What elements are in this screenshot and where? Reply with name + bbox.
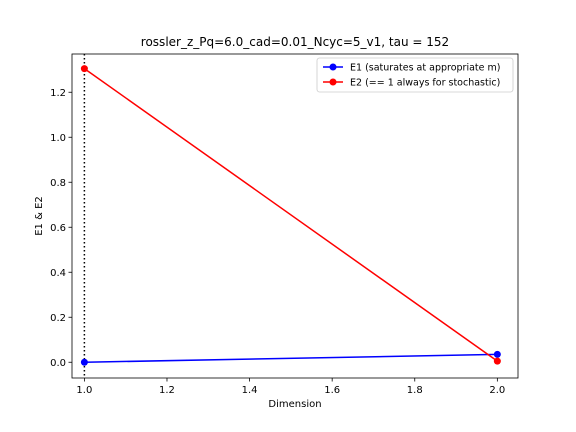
series-line-e1 bbox=[84, 353, 498, 363]
y-axis-label: E1 & E2 bbox=[34, 196, 45, 236]
y-tick-label: 0.0 bbox=[50, 358, 66, 369]
data-point-e1 bbox=[80, 358, 88, 366]
y-tick-label: 0.2 bbox=[50, 313, 66, 324]
x-tick-label: 1.0 bbox=[76, 385, 92, 396]
legend-marker-e1 bbox=[329, 63, 337, 71]
y-tick-label: 0.4 bbox=[50, 268, 66, 279]
x-tick-label: 1.8 bbox=[407, 385, 423, 396]
data-point-e1 bbox=[493, 350, 501, 358]
plot-area: 1.0 1.2 1.4 1.6 1.8 2.0 0.0 0.2 0.4 0.6 0.8 1.0 1.2 E… bbox=[50, 53, 519, 396]
x-tick-label: 1.4 bbox=[242, 385, 258, 396]
x-axis-label: Dimension bbox=[268, 399, 321, 410]
legend-marker-e2 bbox=[329, 78, 337, 86]
x-tick-label: 1.2 bbox=[159, 385, 175, 396]
y-tick-label: 1.0 bbox=[50, 133, 66, 144]
series-line-e2 bbox=[83, 68, 498, 362]
y-tick-label: 0.6 bbox=[50, 223, 66, 234]
data-point-e2 bbox=[493, 357, 501, 365]
y-tick-label: 1.2 bbox=[50, 88, 66, 99]
legend-box bbox=[316, 57, 514, 93]
chart-title: rossler_z_Pq=6.0_cad=0.01_Ncyc=5_v1, tau… bbox=[141, 35, 449, 49]
legend-label-e2: E2 (== 1 always for stochastic) bbox=[350, 78, 500, 89]
x-tick-label: 2.0 bbox=[489, 385, 505, 396]
legend-label-e1: E1 (saturates at appropriate m) bbox=[350, 63, 500, 74]
x-tick-label: 1.6 bbox=[324, 385, 340, 396]
axes-frame bbox=[71, 53, 519, 379]
data-point-e2 bbox=[80, 65, 88, 73]
y-tick-label: 0.8 bbox=[50, 178, 66, 189]
